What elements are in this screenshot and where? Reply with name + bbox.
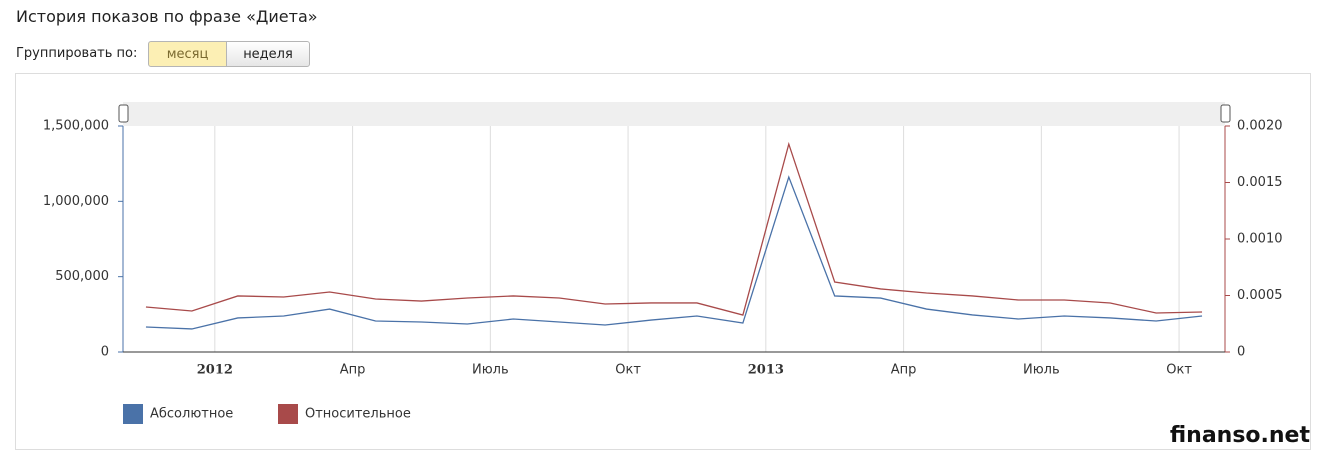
- x-tick-label: Окт: [1166, 363, 1192, 378]
- x-tick-label: Апр: [891, 363, 917, 378]
- scroll-handle[interactable]: [118, 104, 129, 123]
- month-button[interactable]: месяц: [148, 41, 227, 67]
- x-tick-label: Апр: [340, 363, 366, 378]
- y2-tick-label: 0.0020: [1237, 119, 1283, 134]
- scroll-handle[interactable]: [1220, 104, 1231, 123]
- x-tick-label: Июль: [1023, 363, 1060, 378]
- chart-frame: [15, 73, 1311, 450]
- x-tick-label: Июль: [472, 363, 509, 378]
- legend-label: Абсолютное: [150, 407, 233, 422]
- x-tick-label: 2013: [748, 363, 784, 378]
- legend-label: Относительное: [305, 407, 411, 422]
- watermark: finanso.net: [1170, 423, 1311, 448]
- y2-tick-label: 0: [1237, 345, 1245, 360]
- group-label: Группировать по:: [16, 46, 138, 61]
- y-tick-label: 1,500,000: [43, 119, 109, 134]
- y2-tick-label: 0.0010: [1237, 232, 1283, 247]
- legend-swatch: [123, 404, 143, 424]
- series-line: [145, 141, 1203, 316]
- x-tick-label: 2012: [197, 363, 233, 378]
- series-line: [145, 175, 1203, 330]
- legend-swatch: [278, 404, 298, 424]
- y2-tick-label: 0.0015: [1237, 175, 1283, 190]
- y-tick-label: 0: [101, 345, 109, 360]
- y-tick-label: 1,000,000: [43, 194, 109, 209]
- page-title: История показов по фразе «Диета»: [16, 7, 318, 26]
- x-tick-label: Окт: [615, 363, 641, 378]
- week-button[interactable]: неделя: [226, 41, 310, 67]
- y2-tick-label: 0.0005: [1237, 288, 1283, 303]
- y-tick-label: 500,000: [55, 269, 109, 284]
- scroll-band: [123, 102, 1225, 126]
